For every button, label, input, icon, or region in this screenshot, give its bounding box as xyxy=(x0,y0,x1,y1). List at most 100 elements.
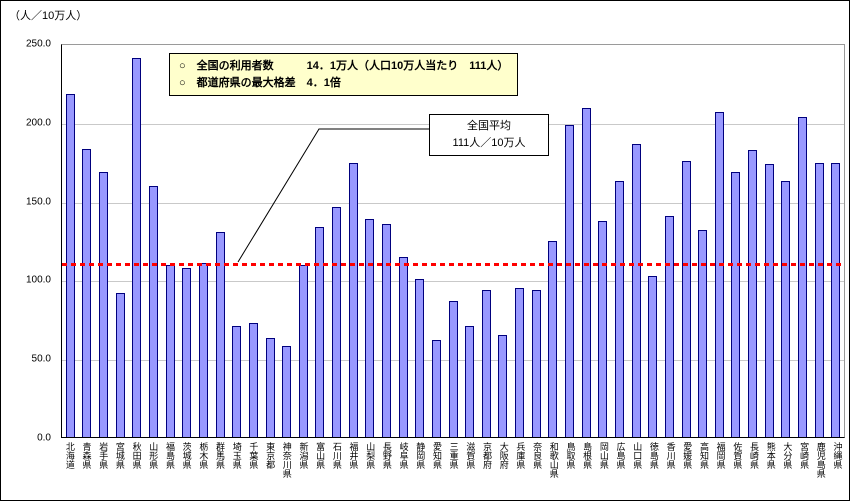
bar-slot xyxy=(145,45,162,437)
x-axis-label: 千葉県 xyxy=(248,442,259,469)
x-label-slot: 沖縄県 xyxy=(829,442,846,500)
x-axis-label: 大分県 xyxy=(782,442,793,469)
x-label-slot: 広島県 xyxy=(612,442,629,500)
bar-slot xyxy=(644,45,661,437)
y-axis-tick-label: 100.0 xyxy=(25,274,51,286)
x-axis-label: 岡山県 xyxy=(598,442,609,469)
x-axis-label: 東京都 xyxy=(265,442,276,469)
bar-slot xyxy=(445,45,462,437)
x-axis-labels: 北海道 青森県 岩手県 宮城県 秋田県 山形県 福島県 茨城県 栃木県 群馬県 埼玉県 千葉県 東京都神… xyxy=(61,442,845,500)
bar-slot xyxy=(112,45,129,437)
gridline xyxy=(62,202,844,204)
bar-slot xyxy=(212,45,229,437)
bar-佐賀県 xyxy=(731,172,741,437)
bar-slot xyxy=(395,45,412,437)
bar-栃木県 xyxy=(198,262,208,437)
bar-slot xyxy=(661,45,678,437)
x-label-slot: 千葉県 xyxy=(245,442,262,500)
x-axis-label: 徳島県 xyxy=(648,442,659,469)
bar-slot xyxy=(95,45,112,437)
x-label-slot: 山口県 xyxy=(628,442,645,500)
y-axis-unit-label: （人／10万人） xyxy=(9,10,88,22)
callout-line-1: 全国平均 xyxy=(467,120,511,132)
bar-静岡県 xyxy=(415,278,425,437)
bar-鳥取県 xyxy=(565,124,575,437)
x-axis-label: 新潟県 xyxy=(298,442,309,469)
bar-千葉県 xyxy=(248,322,258,437)
bar-slot xyxy=(178,45,195,437)
x-label-slot: 新潟県 xyxy=(295,442,312,500)
x-label-slot: 北海道 xyxy=(61,442,78,500)
bar-愛知県 xyxy=(431,339,441,437)
x-axis-label: 三重県 xyxy=(448,442,459,469)
bar-slot xyxy=(827,45,844,437)
x-axis-label: 福岡県 xyxy=(715,442,726,469)
bar-新潟県 xyxy=(298,264,308,437)
x-label-slot: 茨城県 xyxy=(178,442,195,500)
bar-slot xyxy=(461,45,478,437)
x-axis-label: 山形県 xyxy=(148,442,159,469)
x-label-slot: 青森県 xyxy=(78,442,95,500)
x-axis-label: 宮城県 xyxy=(114,442,125,469)
bar-slot xyxy=(345,45,362,437)
bar-slot xyxy=(62,45,79,437)
x-label-slot: 石川県 xyxy=(328,442,345,500)
x-axis-label: 石川県 xyxy=(331,442,342,469)
plot-area xyxy=(61,44,845,438)
bar-slot xyxy=(578,45,595,437)
x-axis-label: 香川県 xyxy=(665,442,676,469)
bar-三重県 xyxy=(448,300,458,437)
x-axis-label: 北海道 xyxy=(64,442,75,469)
x-axis-label: 滋賀県 xyxy=(465,442,476,469)
x-axis-label: 島根県 xyxy=(582,442,593,469)
x-axis-label: 奈良県 xyxy=(532,442,543,469)
bar-福岡県 xyxy=(714,112,724,437)
x-axis-label: 佐賀県 xyxy=(732,442,743,469)
bar-slot xyxy=(694,45,711,437)
x-label-slot: 静岡県 xyxy=(411,442,428,500)
bar-slot xyxy=(295,45,312,437)
bar-slot xyxy=(528,45,545,437)
bar-青森県 xyxy=(82,148,92,437)
x-axis-label: 愛知県 xyxy=(431,442,442,469)
bar-slot xyxy=(728,45,745,437)
x-label-slot: 奈良県 xyxy=(528,442,545,500)
x-axis-label: 山梨県 xyxy=(365,442,376,469)
bar-slot xyxy=(428,45,445,437)
x-label-slot: 山梨県 xyxy=(361,442,378,500)
x-label-slot: 三重県 xyxy=(445,442,462,500)
x-label-slot: 神奈川県 xyxy=(278,442,295,500)
bar-滋賀県 xyxy=(465,325,475,437)
bar-大分県 xyxy=(781,181,791,437)
bar-長崎県 xyxy=(748,150,758,437)
x-axis-label: 長崎県 xyxy=(749,442,760,469)
national-average-callout: 全国平均 111人／10万人 xyxy=(429,114,549,157)
bar-山口県 xyxy=(631,143,641,437)
bar-徳島県 xyxy=(648,275,658,437)
x-label-slot: 宮崎県 xyxy=(795,442,812,500)
bar-沖縄県 xyxy=(831,162,841,437)
x-axis-label: 神奈川県 xyxy=(281,442,292,478)
bar-福島県 xyxy=(165,264,175,437)
bar-slot xyxy=(411,45,428,437)
x-axis-label: 鳥取県 xyxy=(565,442,576,469)
bar-slot xyxy=(545,45,562,437)
bar-slot xyxy=(79,45,96,437)
bar-福井県 xyxy=(348,162,358,437)
callout-line-2: 111人／10万人 xyxy=(452,137,526,150)
x-axis-label: 静岡県 xyxy=(415,442,426,469)
bar-東京都 xyxy=(265,338,275,437)
bar-slot xyxy=(778,45,795,437)
y-axis-tick-label: 50.0 xyxy=(31,353,51,365)
bar-slot xyxy=(595,45,612,437)
x-label-slot: 徳島県 xyxy=(645,442,662,500)
x-axis-label: 宮崎県 xyxy=(799,442,810,469)
bar-slot xyxy=(794,45,811,437)
bar-slot xyxy=(262,45,279,437)
bar-高知県 xyxy=(698,230,708,437)
bar-香川県 xyxy=(664,215,674,437)
x-label-slot: 東京都 xyxy=(261,442,278,500)
bar-slot xyxy=(761,45,778,437)
x-axis-label: 兵庫県 xyxy=(515,442,526,469)
bar-宮崎県 xyxy=(798,117,807,437)
